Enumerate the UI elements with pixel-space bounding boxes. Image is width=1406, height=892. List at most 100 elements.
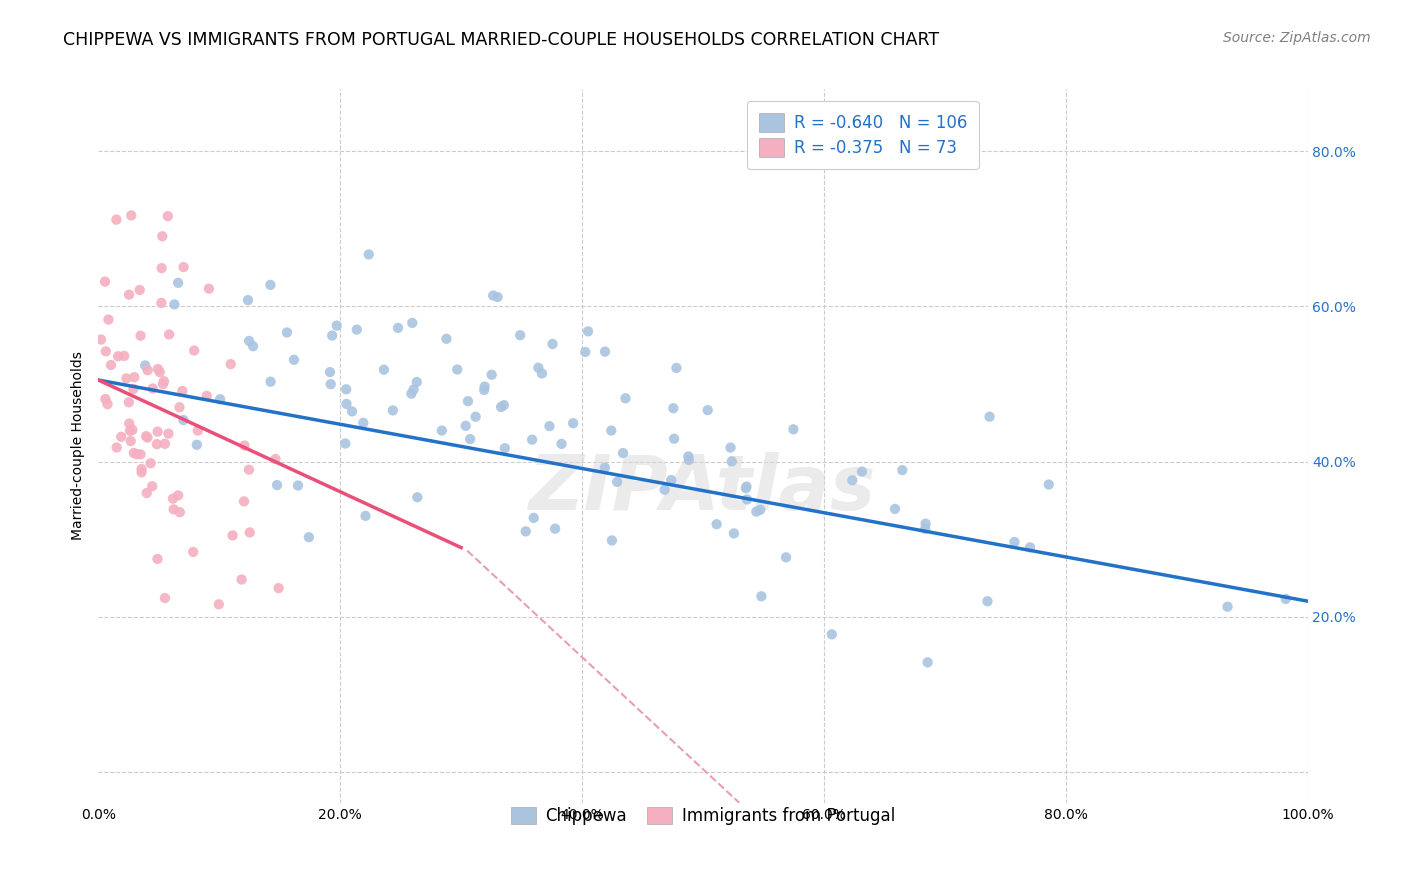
Point xyxy=(976,594,998,608)
Point xyxy=(219,357,242,371)
Point xyxy=(283,352,305,367)
Point xyxy=(131,466,153,480)
Point xyxy=(107,349,129,363)
Point xyxy=(118,417,141,431)
Point xyxy=(706,517,728,532)
Point xyxy=(183,343,205,358)
Point xyxy=(405,375,427,389)
Point xyxy=(136,363,159,377)
Point xyxy=(914,516,936,531)
Point xyxy=(131,462,153,476)
Point xyxy=(259,375,281,389)
Point xyxy=(118,287,141,301)
Point xyxy=(146,362,169,376)
Point xyxy=(153,374,176,388)
Point xyxy=(381,403,404,417)
Point xyxy=(782,422,804,436)
Point xyxy=(472,383,495,397)
Point xyxy=(187,424,209,438)
Point xyxy=(538,419,561,434)
Point xyxy=(142,382,165,396)
Point xyxy=(152,377,174,392)
Point xyxy=(146,437,169,451)
Point xyxy=(600,424,623,438)
Point xyxy=(120,434,142,448)
Point xyxy=(357,247,380,261)
Point xyxy=(720,441,742,455)
Point xyxy=(233,439,256,453)
Point xyxy=(821,627,844,641)
Point xyxy=(122,382,145,396)
Point xyxy=(129,447,152,461)
Point xyxy=(402,383,425,397)
Point xyxy=(150,296,173,310)
Point xyxy=(678,453,700,467)
Point xyxy=(162,491,184,506)
Point xyxy=(520,433,543,447)
Point xyxy=(401,386,423,401)
Point xyxy=(851,465,873,479)
Point xyxy=(173,260,195,274)
Point xyxy=(654,483,676,497)
Point xyxy=(659,473,682,487)
Point xyxy=(198,282,221,296)
Point xyxy=(129,328,152,343)
Point xyxy=(319,377,342,392)
Point xyxy=(186,438,208,452)
Point xyxy=(891,463,914,477)
Point xyxy=(120,209,142,223)
Point xyxy=(135,429,157,443)
Point xyxy=(287,478,309,492)
Y-axis label: Married-couple Households: Married-couple Households xyxy=(72,351,86,541)
Point xyxy=(167,276,190,290)
Point xyxy=(169,401,191,415)
Point xyxy=(264,452,287,467)
Point xyxy=(458,432,481,446)
Point xyxy=(1274,592,1296,607)
Point xyxy=(481,368,503,382)
Point xyxy=(509,328,531,343)
Point xyxy=(153,591,176,605)
Point xyxy=(735,492,758,507)
Text: ZIPAtlas: ZIPAtlas xyxy=(529,452,877,525)
Point xyxy=(157,327,180,342)
Point xyxy=(544,522,567,536)
Point xyxy=(115,371,138,385)
Point xyxy=(494,441,516,455)
Point xyxy=(482,288,505,302)
Point xyxy=(457,394,479,409)
Point xyxy=(124,370,146,384)
Point xyxy=(541,337,564,351)
Legend: Chippewa, Immigrants from Portugal: Chippewa, Immigrants from Portugal xyxy=(502,799,904,834)
Point xyxy=(236,293,259,307)
Point xyxy=(696,403,718,417)
Point xyxy=(118,424,141,438)
Point xyxy=(112,349,135,363)
Point xyxy=(259,277,281,292)
Point xyxy=(614,392,637,406)
Point xyxy=(121,423,143,437)
Point xyxy=(593,460,616,475)
Point xyxy=(156,209,179,223)
Point xyxy=(354,508,377,523)
Point xyxy=(94,275,117,289)
Point xyxy=(150,229,173,244)
Point xyxy=(94,344,117,359)
Point xyxy=(593,344,616,359)
Point xyxy=(406,490,429,504)
Point xyxy=(276,326,298,340)
Point xyxy=(136,431,159,445)
Point xyxy=(574,345,596,359)
Point xyxy=(446,362,468,376)
Point xyxy=(720,454,742,468)
Point xyxy=(100,358,122,372)
Point xyxy=(105,441,128,455)
Point xyxy=(118,395,141,409)
Point xyxy=(135,486,157,500)
Point xyxy=(751,589,773,603)
Point xyxy=(149,365,172,379)
Point xyxy=(387,321,409,335)
Point xyxy=(181,545,204,559)
Point xyxy=(209,392,232,407)
Point xyxy=(319,365,342,379)
